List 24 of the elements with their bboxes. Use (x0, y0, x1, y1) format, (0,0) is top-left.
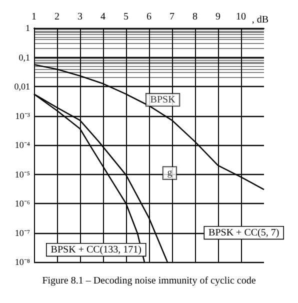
y-tick-label: 10⁻⁸ (14, 257, 30, 267)
annotation: BPSK + CC(5, 7) (208, 227, 280, 238)
x-tick-label: 10 (236, 12, 246, 22)
y-tick-label: 10⁻⁴ (14, 140, 30, 150)
y-tick-label: 0,01 (14, 82, 30, 92)
x-tick-label: 6 (146, 12, 152, 22)
x-tick-label: 3 (78, 12, 82, 22)
x-tick-label: 5 (124, 12, 128, 22)
x-tick-label: 4 (100, 12, 106, 22)
y-tick-label: 10⁻⁵ (14, 169, 30, 180)
y-tick-label: 10⁻³ (15, 110, 30, 121)
x-tick-label: 8 (192, 12, 198, 22)
x-tick-label: 9 (216, 12, 220, 22)
y-tick-label: 10⁻⁷ (14, 228, 30, 238)
y-tick-label: 0,1 (18, 52, 30, 62)
annotation: g (167, 168, 172, 179)
x-tick-label: 7 (170, 12, 174, 22)
x-tick-label: 2 (54, 12, 60, 22)
y-tick-label: 1 (26, 23, 30, 33)
annotation: BPSK + CC(133, 171) (50, 244, 142, 256)
y-tick-label: 10⁻⁶ (14, 198, 30, 208)
annotation: BPSK (150, 94, 176, 106)
text: Figure 8.1 – Decoding noise immunity of cyclic code (42, 276, 256, 286)
x-axis-title: , dB (252, 14, 269, 26)
